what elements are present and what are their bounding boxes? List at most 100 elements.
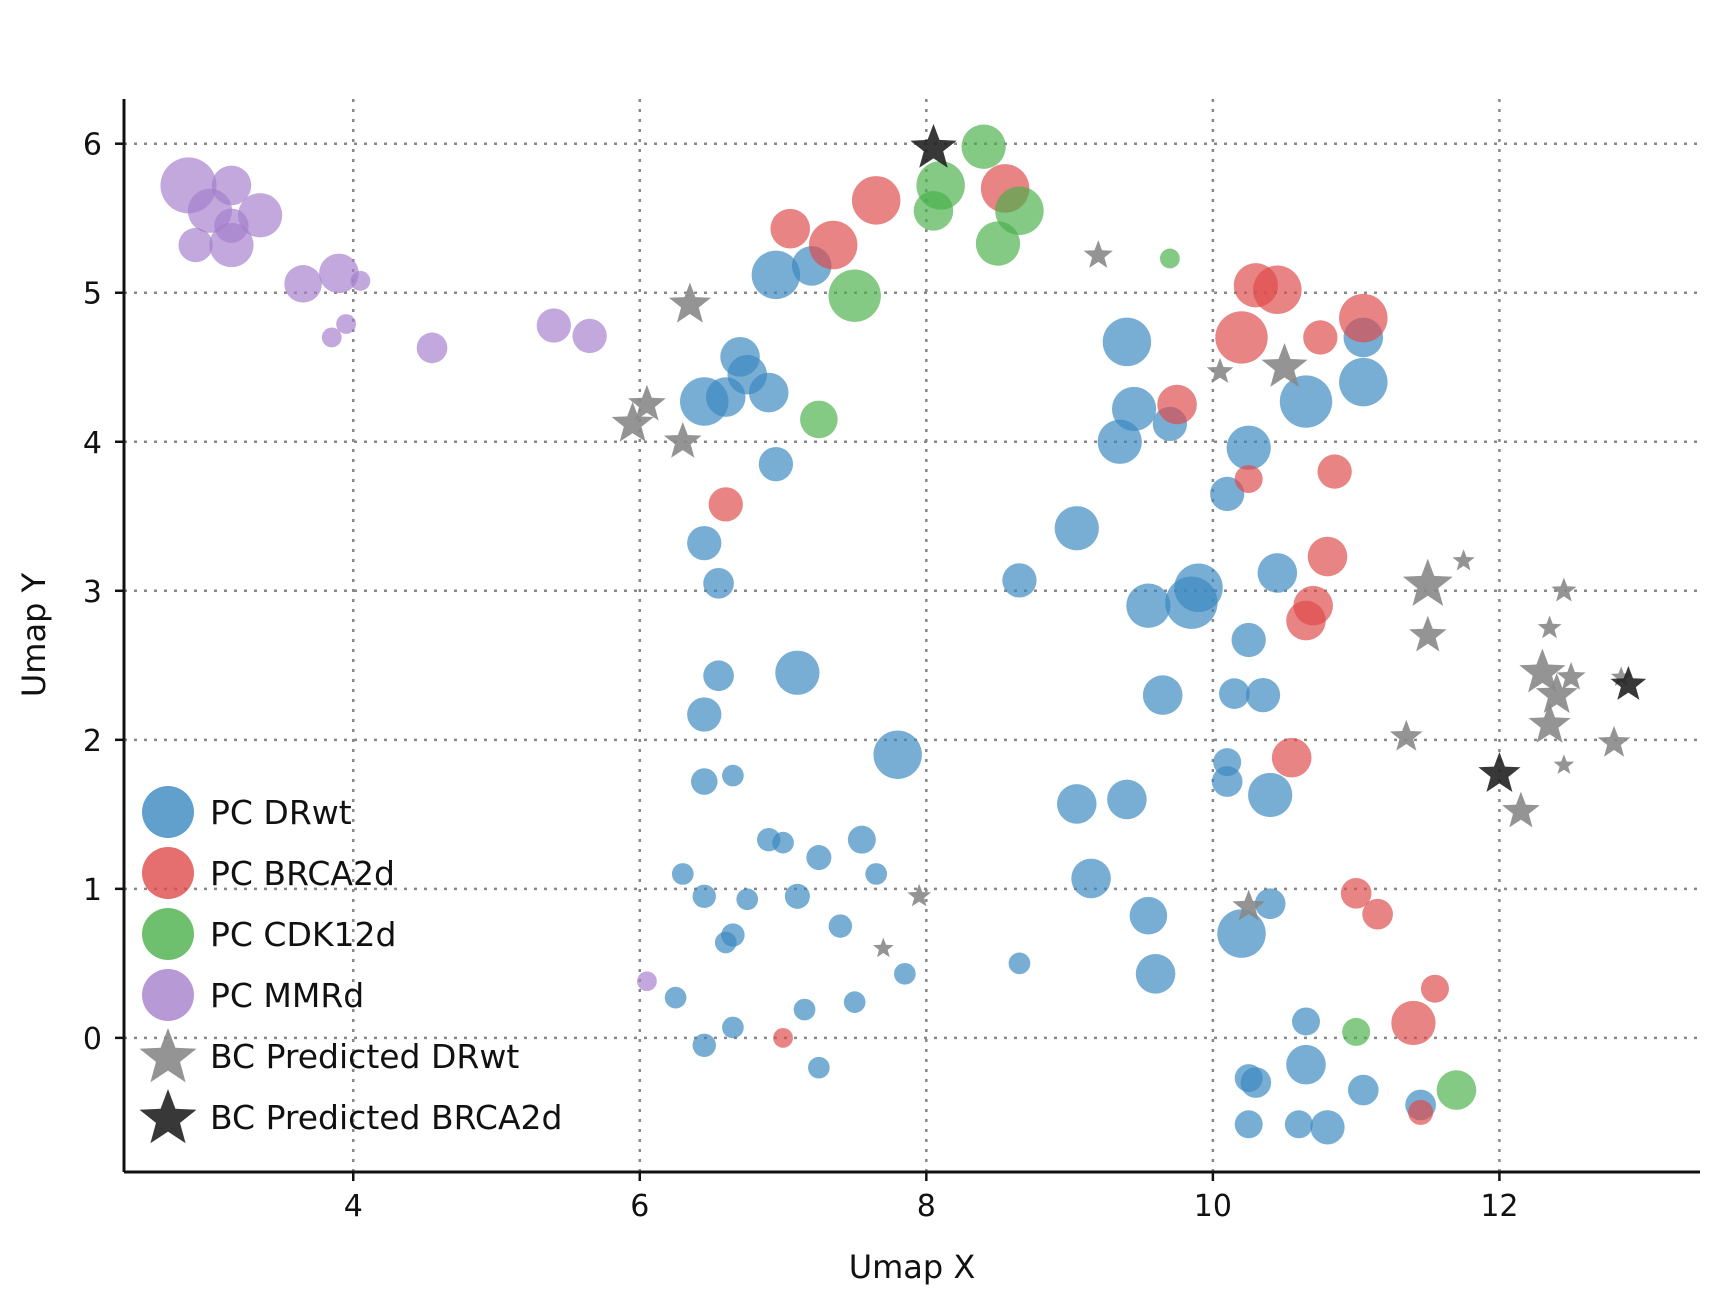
circle-point (1420, 974, 1449, 1003)
circle-point (1310, 1110, 1345, 1145)
y-tick-label: 0 (83, 1022, 102, 1057)
circle-point (1339, 293, 1388, 343)
legend-circle-marker (142, 786, 194, 838)
circle-point (1286, 600, 1326, 641)
star-point (1556, 661, 1586, 690)
circle-point (995, 186, 1044, 236)
circle-point (705, 377, 746, 417)
circle-point (808, 1056, 830, 1079)
circle-point (722, 764, 744, 787)
circle-point (793, 998, 816, 1021)
legend-label: PC MMRd (210, 976, 364, 1015)
circle-point (671, 863, 694, 885)
series-group (800, 124, 1477, 1110)
circle-point (1286, 1044, 1326, 1085)
circle-point (1002, 563, 1037, 598)
circle-point (211, 165, 252, 206)
circle-point (1342, 1017, 1371, 1046)
circle-point (690, 768, 718, 795)
circle-point (1159, 248, 1180, 269)
star-point (1553, 754, 1575, 774)
legend-label: BC Predicted BRCA2d (210, 1098, 562, 1137)
circle-point (336, 314, 356, 334)
circle-point (1303, 320, 1338, 355)
star-point (1390, 719, 1423, 751)
y-tick-label: 6 (83, 128, 102, 163)
circle-point (851, 176, 901, 225)
x-tick-label: 8 (917, 1189, 936, 1224)
circle-point (178, 227, 213, 263)
star-point (1261, 343, 1308, 387)
series-group (664, 246, 1436, 1145)
circle-point (773, 1027, 793, 1048)
circle-point (1107, 779, 1147, 820)
star-point (1535, 673, 1578, 713)
circle-point (637, 971, 657, 992)
star-point (1551, 577, 1577, 602)
circle-point (1126, 583, 1171, 628)
circle-point (1240, 1067, 1272, 1098)
circle-point (1210, 476, 1245, 512)
circle-point (1071, 858, 1111, 899)
circle-point (828, 914, 853, 938)
circle-point (1408, 1099, 1434, 1125)
star-point (663, 422, 702, 458)
circle-point (1271, 737, 1312, 778)
circle-point (1174, 563, 1223, 613)
data-points (160, 123, 1647, 1145)
legend-circle-marker (142, 847, 194, 899)
circle-point (1245, 677, 1281, 713)
circle-point (1234, 1110, 1263, 1139)
circle-point (806, 845, 832, 871)
y-tick-label: 4 (83, 426, 102, 461)
circle-point (1135, 953, 1176, 994)
legend-label: PC BRCA2d (210, 854, 395, 893)
circle-point (772, 831, 794, 854)
circle-point (1248, 772, 1293, 818)
star-point (668, 282, 711, 323)
circle-point (1226, 425, 1271, 470)
circle-point (1215, 311, 1268, 364)
circle-point (321, 327, 342, 348)
circle-point (1347, 1074, 1379, 1106)
circle-point (1253, 265, 1302, 315)
circle-point (873, 730, 922, 779)
star-point (1409, 615, 1447, 652)
circle-point (1056, 784, 1097, 824)
circle-point (664, 986, 687, 1009)
star-point (1232, 889, 1265, 921)
circle-point (736, 888, 759, 911)
x-tick-label: 12 (1480, 1189, 1518, 1224)
star-point (873, 937, 894, 958)
star-point (1502, 791, 1540, 828)
star-point (1610, 666, 1632, 686)
star-point (1597, 725, 1631, 757)
circle-point (416, 332, 448, 364)
star-point (1537, 615, 1562, 639)
legend-star-marker (139, 1028, 197, 1083)
circle-point (692, 884, 716, 909)
star-point (910, 123, 957, 168)
x-axis-label: Umap X (849, 1248, 976, 1286)
circle-point (708, 487, 743, 522)
star-point (1206, 357, 1234, 383)
y-tick-label: 2 (83, 724, 102, 759)
circle-point (703, 568, 734, 599)
x-tick-label: 6 (630, 1189, 649, 1224)
circle-point (758, 446, 794, 482)
legend-label: BC Predicted DRwt (210, 1037, 519, 1076)
circle-point (913, 190, 954, 231)
circle-point (1257, 553, 1298, 593)
legend-label: PC CDK12d (210, 915, 396, 954)
legend-label: PC DRwt (210, 793, 352, 832)
circle-point (1339, 357, 1388, 407)
circle-point (748, 372, 789, 413)
circle-point (1211, 766, 1243, 797)
circle-point (1217, 909, 1266, 958)
star-point (1478, 752, 1521, 792)
star-point (1610, 665, 1647, 700)
y-tick-label: 3 (83, 575, 102, 610)
circle-point (1254, 888, 1286, 920)
star-point (628, 384, 666, 421)
